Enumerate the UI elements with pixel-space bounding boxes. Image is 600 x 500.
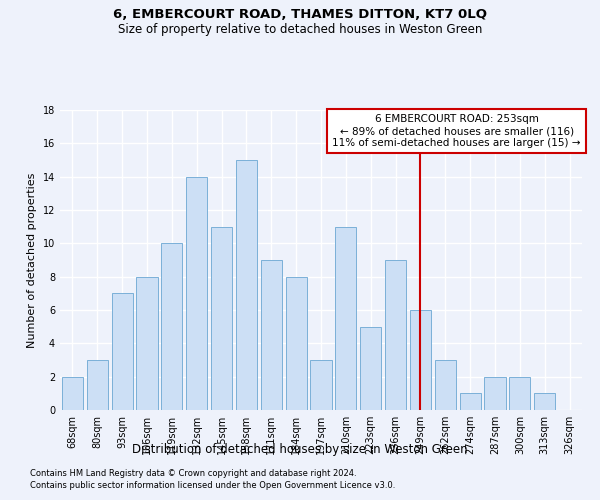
Bar [310, 360, 332, 410]
Text: Distribution of detached houses by size in Weston Green: Distribution of detached houses by size … [132, 442, 468, 456]
Bar [211, 226, 232, 410]
Bar [161, 244, 182, 410]
Bar [435, 360, 456, 410]
Text: Contains HM Land Registry data © Crown copyright and database right 2024.: Contains HM Land Registry data © Crown c… [30, 468, 356, 477]
Bar [62, 376, 83, 410]
Bar [236, 160, 257, 410]
Bar [136, 276, 158, 410]
Bar [410, 310, 431, 410]
Bar [335, 226, 356, 410]
Bar [534, 394, 555, 410]
Text: 6, EMBERCOURT ROAD, THAMES DITTON, KT7 0LQ: 6, EMBERCOURT ROAD, THAMES DITTON, KT7 0… [113, 8, 487, 20]
Bar [87, 360, 108, 410]
Bar [509, 376, 530, 410]
Bar [112, 294, 133, 410]
Text: Contains public sector information licensed under the Open Government Licence v3: Contains public sector information licen… [30, 481, 395, 490]
Bar [484, 376, 506, 410]
Bar [261, 260, 282, 410]
Bar [360, 326, 381, 410]
Bar [286, 276, 307, 410]
Bar [186, 176, 207, 410]
Y-axis label: Number of detached properties: Number of detached properties [27, 172, 37, 348]
Bar [460, 394, 481, 410]
Text: Size of property relative to detached houses in Weston Green: Size of property relative to detached ho… [118, 22, 482, 36]
Text: 6 EMBERCOURT ROAD: 253sqm
← 89% of detached houses are smaller (116)
11% of semi: 6 EMBERCOURT ROAD: 253sqm ← 89% of detac… [332, 114, 581, 148]
Bar [385, 260, 406, 410]
